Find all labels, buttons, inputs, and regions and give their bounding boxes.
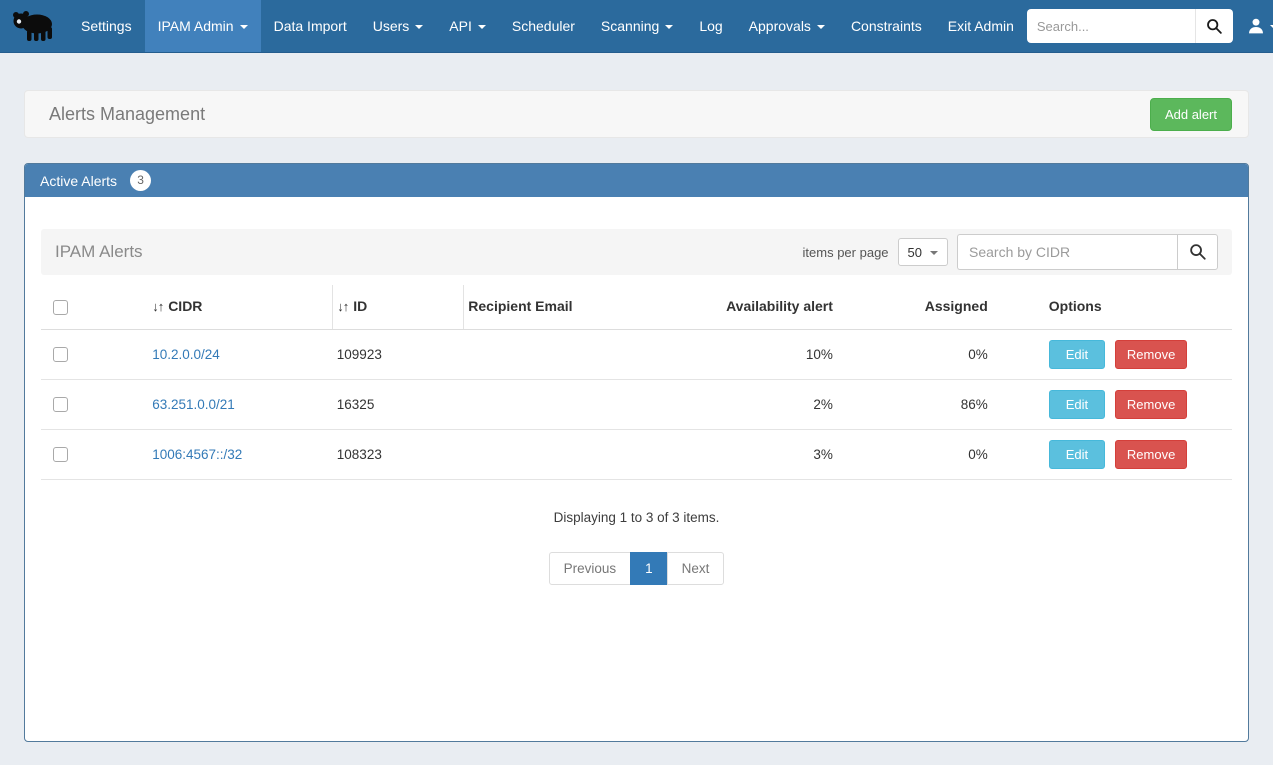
recipient-email <box>464 329 661 379</box>
table-title: IPAM Alerts <box>55 242 143 262</box>
user-icon <box>1247 17 1265 35</box>
availability-value: 2% <box>660 379 839 429</box>
items-per-page-label: items per page <box>803 245 889 260</box>
edit-button[interactable]: Edit <box>1049 340 1105 369</box>
pagination-next[interactable]: Next <box>667 552 725 585</box>
nav-item-log[interactable]: Log <box>686 0 735 52</box>
row-checkbox[interactable] <box>53 397 68 412</box>
brand-logo[interactable] <box>0 0 68 52</box>
column-header-cidr[interactable]: ↓↑CIDR <box>148 285 333 329</box>
search-icon <box>1206 18 1223 35</box>
column-header-options: Options <box>994 285 1232 329</box>
nav-item-settings[interactable]: Settings <box>68 0 145 52</box>
recipient-email <box>464 429 661 479</box>
panda-logo-icon <box>10 10 56 42</box>
panel-heading: Active Alerts 3 <box>25 164 1248 197</box>
nav-item-users[interactable]: Users <box>360 0 437 52</box>
sort-icon: ↓↑ <box>152 299 163 314</box>
sort-icon: ↓↑ <box>337 299 348 314</box>
chevron-down-icon <box>415 25 423 29</box>
chevron-down-icon <box>817 25 825 29</box>
alerts-table: ↓↑CIDR ↓↑ID Recipient Email Availability… <box>41 285 1232 480</box>
remove-button[interactable]: Remove <box>1115 340 1187 369</box>
assigned-value: 0% <box>839 429 994 479</box>
pagination-previous[interactable]: Previous <box>549 552 632 585</box>
nav-item-exit-admin[interactable]: Exit Admin <box>935 0 1027 52</box>
results-summary: Displaying 1 to 3 of 3 items. <box>41 510 1232 525</box>
items-per-page-select[interactable]: 50 <box>898 238 948 266</box>
cidr-search-button[interactable] <box>1177 234 1218 270</box>
active-alerts-panel: Active Alerts 3 IPAM Alerts items per pa… <box>24 163 1249 742</box>
nav-item-ipam-admin[interactable]: IPAM Admin <box>145 0 261 52</box>
column-header-assigned: Assigned <box>839 285 994 329</box>
availability-value: 10% <box>660 329 839 379</box>
alert-id: 16325 <box>333 379 464 429</box>
cidr-link[interactable]: 63.251.0.0/21 <box>152 397 235 412</box>
alert-id: 108323 <box>333 429 464 479</box>
table-row: 10.2.0.0/24 109923 10% 0% Edit Remove <box>41 329 1232 379</box>
table-toolbar: IPAM Alerts items per page 50 <box>41 229 1232 275</box>
assigned-value: 0% <box>839 329 994 379</box>
chevron-down-icon <box>665 25 673 29</box>
alert-count-badge: 3 <box>130 170 151 191</box>
table-row: 63.251.0.0/21 16325 2% 86% Edit Remove <box>41 379 1232 429</box>
navbar-search-button[interactable] <box>1195 9 1233 43</box>
column-header-availability: Availability alert <box>660 285 839 329</box>
edit-button[interactable]: Edit <box>1049 440 1105 469</box>
alert-id: 109923 <box>333 329 464 379</box>
remove-button[interactable]: Remove <box>1115 440 1187 469</box>
nav-item-constraints[interactable]: Constraints <box>838 0 935 52</box>
select-all-checkbox[interactable] <box>53 300 68 315</box>
nav-item-approvals[interactable]: Approvals <box>736 0 838 52</box>
table-header-row: ↓↑CIDR ↓↑ID Recipient Email Availability… <box>41 285 1232 329</box>
navbar: Settings IPAM Admin Data Import Users AP… <box>0 0 1273 53</box>
chevron-down-icon <box>930 251 938 255</box>
chevron-down-icon <box>240 25 248 29</box>
navbar-search-input[interactable] <box>1027 9 1195 43</box>
nav-item-scheduler[interactable]: Scheduler <box>499 0 588 52</box>
column-header-id[interactable]: ↓↑ID <box>333 285 464 329</box>
panel-title: Active Alerts <box>40 173 117 189</box>
column-header-email: Recipient Email <box>464 285 661 329</box>
cidr-link[interactable]: 10.2.0.0/24 <box>152 347 220 362</box>
row-checkbox[interactable] <box>53 447 68 462</box>
recipient-email <box>464 379 661 429</box>
cidr-search-input[interactable] <box>957 234 1177 270</box>
assigned-value: 86% <box>839 379 994 429</box>
nav-item-scanning[interactable]: Scanning <box>588 0 686 52</box>
select-all-header <box>41 285 148 329</box>
add-alert-button[interactable]: Add alert <box>1150 98 1232 131</box>
availability-value: 3% <box>660 429 839 479</box>
nav-item-api[interactable]: API <box>436 0 499 52</box>
page-title: Alerts Management <box>49 104 205 125</box>
chevron-down-icon <box>478 25 486 29</box>
pagination-page-1[interactable]: 1 <box>630 552 668 585</box>
nav-item-data-import[interactable]: Data Import <box>261 0 360 52</box>
nav-menu: Settings IPAM Admin Data Import Users AP… <box>68 0 1027 52</box>
user-menu-button[interactable] <box>1243 17 1273 35</box>
panel-body: IPAM Alerts items per page 50 <box>25 197 1248 741</box>
page-header: Alerts Management Add alert <box>24 90 1249 138</box>
table-row: 1006:4567::/32 108323 3% 0% Edit Remove <box>41 429 1232 479</box>
edit-button[interactable]: Edit <box>1049 390 1105 419</box>
pagination: Previous 1 Next <box>41 552 1232 585</box>
remove-button[interactable]: Remove <box>1115 390 1187 419</box>
cidr-link[interactable]: 1006:4567::/32 <box>152 447 242 462</box>
navbar-search <box>1027 9 1233 43</box>
search-icon <box>1189 243 1207 261</box>
row-checkbox[interactable] <box>53 347 68 362</box>
